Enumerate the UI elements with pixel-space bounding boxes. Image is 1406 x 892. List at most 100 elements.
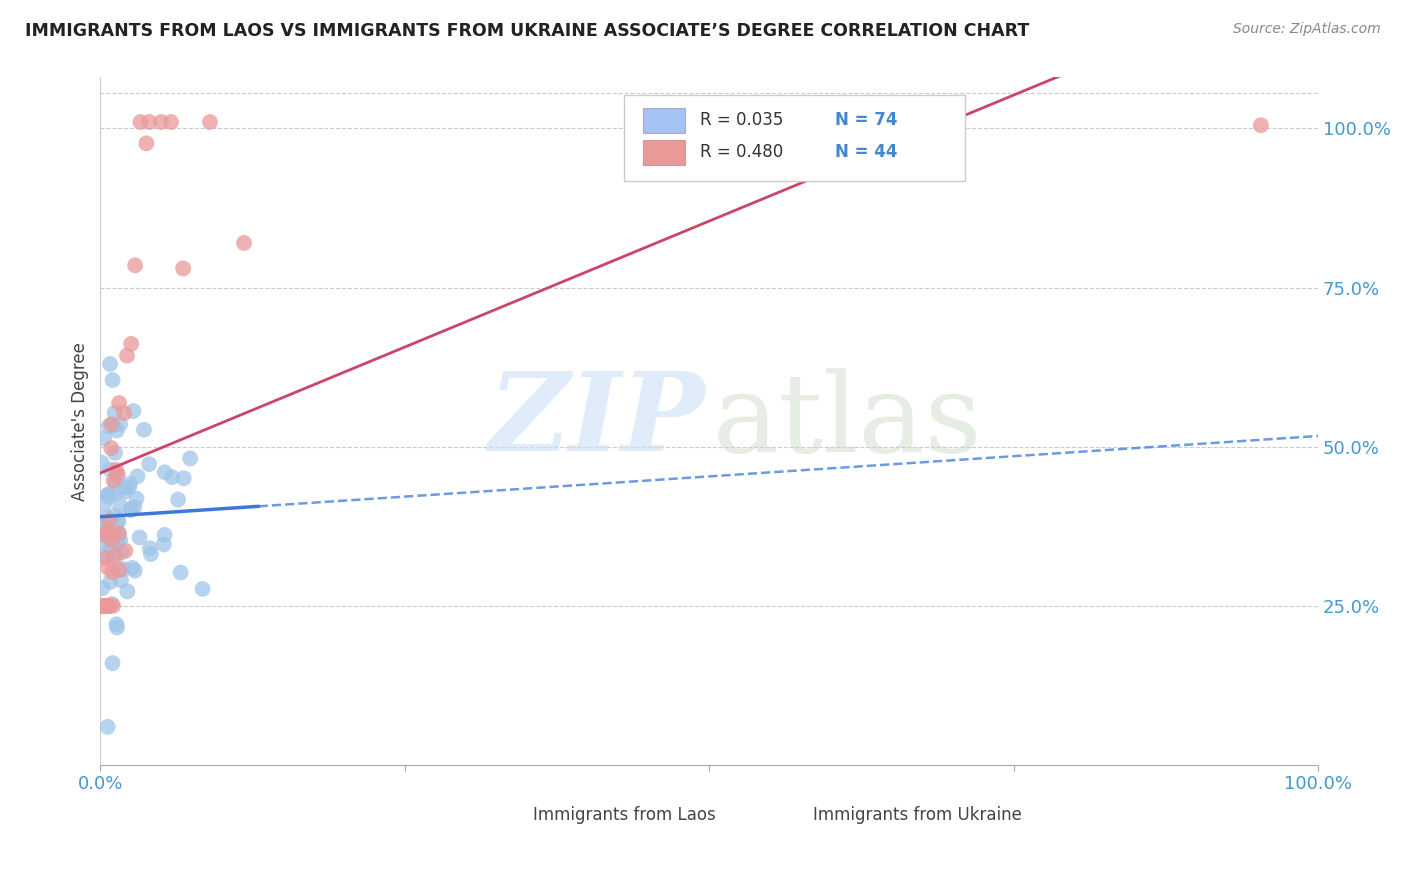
Text: Source: ZipAtlas.com: Source: ZipAtlas.com [1233,22,1381,37]
Point [96,522,118,536]
Point [91,581,114,595]
Text: atlas: atlas [713,368,983,475]
Point [153,465,176,479]
Point [94,527,117,541]
Point [90,599,112,613]
Point [112,406,135,420]
Point [120,337,142,351]
Point [107,513,129,527]
Point [90,599,112,613]
Point [97,561,120,575]
Point [167,492,190,507]
Point [124,258,146,272]
FancyBboxPatch shape [644,108,685,133]
Point [98,490,121,504]
Point [124,564,146,578]
Text: ZIP: ZIP [489,368,706,475]
Point [98,357,121,371]
Point [111,545,134,559]
Point [132,423,155,437]
Text: R = 0.480: R = 0.480 [700,144,783,161]
Point [128,530,150,544]
Text: R = 0.035: R = 0.035 [700,112,783,129]
Text: IMMIGRANTS FROM LAOS VS IMMIGRANTS FROM UKRAINE ASSOCIATE’S DEGREE CORRELATION C: IMMIGRANTS FROM LAOS VS IMMIGRANTS FROM … [25,22,1029,40]
Point [91,549,114,563]
Point [107,514,129,528]
Point [105,617,128,632]
Text: N = 44: N = 44 [835,144,897,161]
Point [139,547,162,561]
Point [104,549,127,563]
Point [105,486,128,500]
FancyBboxPatch shape [495,803,524,826]
Point [100,533,122,548]
Point [101,527,124,541]
FancyBboxPatch shape [775,803,804,826]
Point [96,488,118,502]
Point [100,538,122,552]
Point [98,574,121,589]
Point [138,115,160,129]
Point [100,441,122,455]
Point [108,499,131,513]
Point [103,474,125,488]
Point [101,373,124,387]
Point [90,535,112,549]
FancyBboxPatch shape [624,95,965,180]
Point [91,523,114,537]
Point [129,115,152,129]
Point [90,456,112,470]
Point [94,550,117,565]
Point [179,451,201,466]
Point [233,235,256,250]
FancyBboxPatch shape [644,140,685,165]
Point [108,563,131,577]
Point [118,476,141,491]
Point [104,463,127,477]
Point [97,599,120,613]
Point [94,599,117,613]
Point [160,470,183,484]
Point [91,599,114,613]
Point [153,537,176,551]
Point [93,497,115,511]
Point [191,582,214,596]
Point [120,501,142,516]
Text: Immigrants from Ukraine: Immigrants from Ukraine [813,805,1022,823]
Point [93,431,115,445]
Point [90,599,112,613]
Point [117,584,139,599]
Point [115,349,138,363]
Point [101,565,124,579]
Point [108,528,131,542]
Point [96,521,118,535]
Point [103,418,125,433]
Point [122,404,145,418]
Point [114,543,136,558]
Point [91,599,114,613]
Point [98,487,121,501]
Y-axis label: Associate's Degree: Associate's Degree [72,342,89,500]
Point [170,566,193,580]
Point [112,480,135,494]
Point [101,656,124,670]
Point [108,396,131,410]
Point [160,115,183,129]
Point [101,599,124,613]
Point [105,424,128,438]
Point [98,599,121,613]
Point [90,514,112,528]
Point [104,508,127,523]
Point [172,261,194,276]
Point [104,475,127,490]
Point [93,599,115,613]
Point [101,550,124,565]
Point [94,528,117,542]
Point [124,500,146,515]
Point [138,457,160,471]
Point [104,406,127,420]
Point [112,562,135,576]
Point [96,524,118,539]
Point [97,720,120,734]
Point [107,467,129,481]
